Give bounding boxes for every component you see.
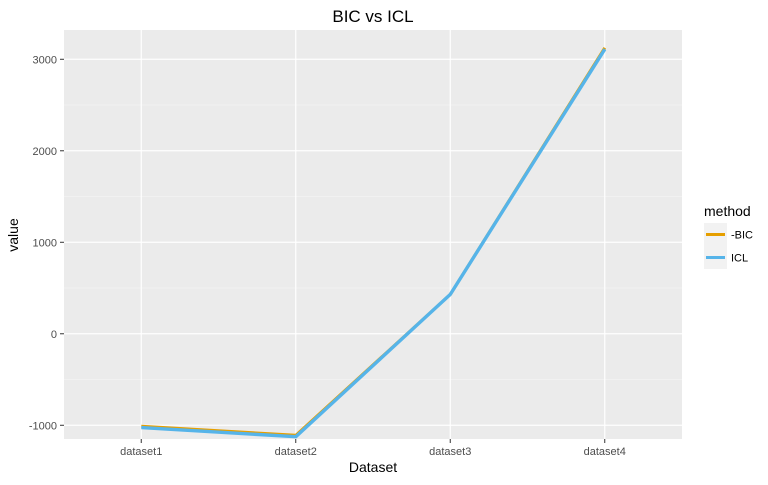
- x-axis: dataset1 dataset2 dataset3 dataset4: [120, 439, 626, 458]
- x-tick-label: dataset2: [275, 446, 317, 458]
- y-tick-label: 0: [51, 329, 57, 341]
- x-tick-label: dataset1: [120, 446, 162, 458]
- legend-label: ICL: [731, 253, 748, 265]
- grid-lines: [64, 30, 682, 439]
- y-tick-label: 1000: [33, 237, 57, 249]
- y-tick-label: 3000: [33, 54, 57, 66]
- legend-title: method: [704, 203, 751, 219]
- legend: method -BIC ICL: [704, 203, 753, 269]
- plot-panel: [64, 30, 682, 439]
- y-tick-label: 2000: [33, 146, 57, 158]
- legend-label: -BIC: [731, 230, 753, 242]
- y-axis-title: value: [5, 218, 21, 252]
- series-line-icl: [141, 48, 607, 439]
- y-axis: -1000 0 1000 2000 3000: [29, 54, 64, 432]
- y-tick-label: -1000: [29, 420, 57, 432]
- x-tick-label: dataset3: [429, 446, 471, 458]
- x-tick-label: dataset4: [584, 446, 626, 458]
- series-lines: [141, 47, 607, 439]
- x-axis-title: Dataset: [349, 459, 397, 475]
- chart-title: BIC vs ICL: [332, 7, 413, 26]
